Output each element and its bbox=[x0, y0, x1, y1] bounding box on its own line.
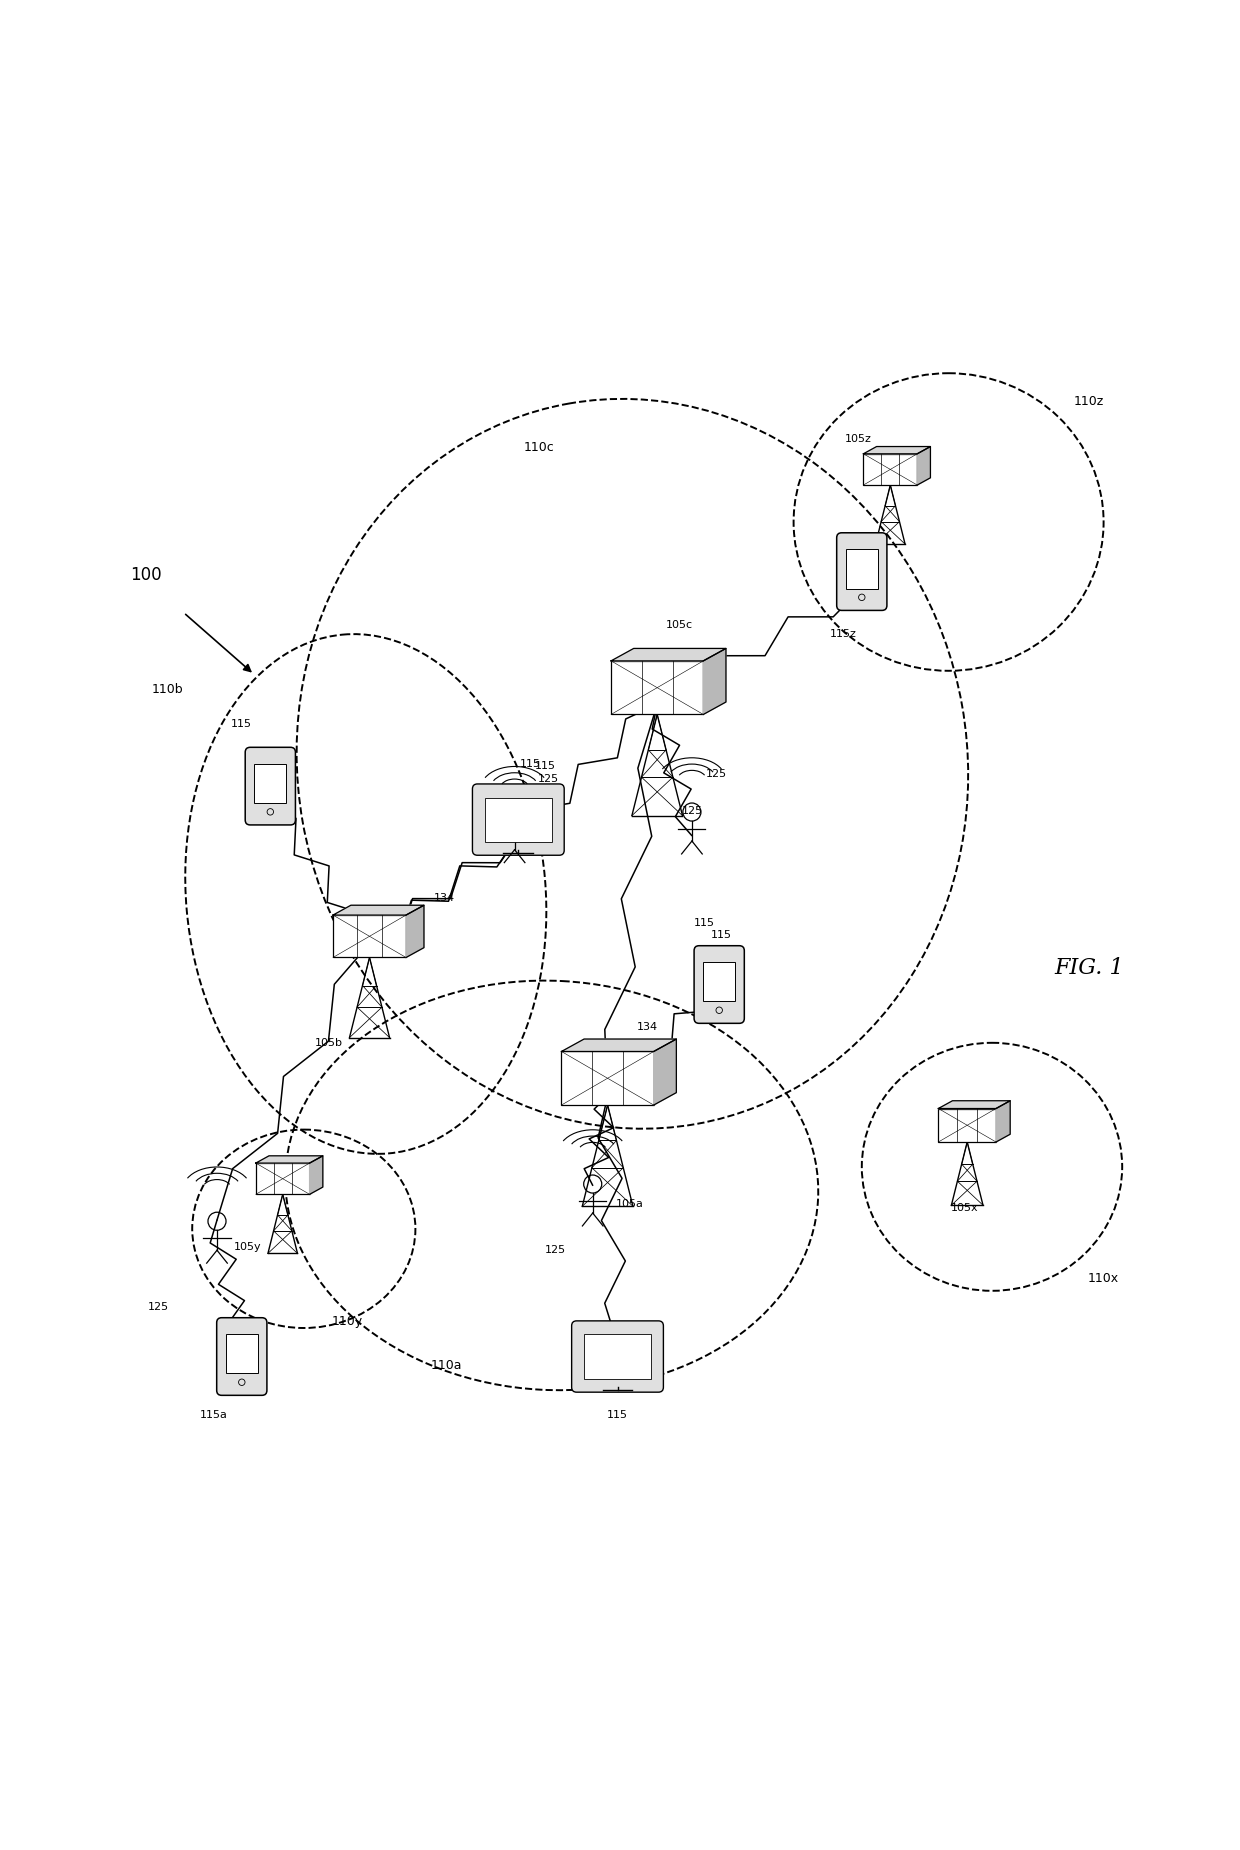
Text: 100: 100 bbox=[130, 566, 162, 585]
Polygon shape bbox=[863, 446, 930, 453]
Text: 115: 115 bbox=[712, 931, 732, 940]
Polygon shape bbox=[255, 1156, 322, 1164]
Bar bbox=[584, 1334, 651, 1378]
Text: 125: 125 bbox=[537, 773, 559, 784]
Bar bbox=[863, 453, 918, 485]
Text: 134: 134 bbox=[636, 1021, 658, 1032]
Polygon shape bbox=[310, 1156, 322, 1195]
Text: 110c: 110c bbox=[525, 440, 554, 453]
Text: 110x: 110x bbox=[1087, 1273, 1120, 1286]
Bar bbox=[611, 660, 703, 714]
Text: 134: 134 bbox=[433, 894, 455, 903]
Text: 115a: 115a bbox=[200, 1410, 227, 1419]
FancyBboxPatch shape bbox=[694, 945, 744, 1023]
Polygon shape bbox=[405, 905, 424, 958]
Bar bbox=[226, 1334, 258, 1373]
Polygon shape bbox=[918, 446, 930, 485]
Text: 115z: 115z bbox=[830, 629, 857, 638]
FancyBboxPatch shape bbox=[837, 533, 887, 610]
FancyBboxPatch shape bbox=[246, 747, 295, 825]
FancyBboxPatch shape bbox=[217, 1317, 267, 1395]
Text: 115: 115 bbox=[232, 720, 252, 729]
Bar bbox=[254, 764, 286, 803]
Text: 115: 115 bbox=[536, 762, 556, 771]
Text: 115: 115 bbox=[521, 758, 541, 770]
Bar bbox=[255, 1164, 310, 1195]
Polygon shape bbox=[996, 1101, 1011, 1141]
FancyBboxPatch shape bbox=[572, 1321, 663, 1393]
Text: 105z: 105z bbox=[844, 435, 872, 444]
Text: 115: 115 bbox=[694, 918, 714, 927]
Polygon shape bbox=[653, 1040, 676, 1104]
Polygon shape bbox=[939, 1101, 1011, 1108]
Text: 110y: 110y bbox=[331, 1315, 363, 1328]
Text: 105c: 105c bbox=[666, 620, 693, 629]
Text: 125: 125 bbox=[148, 1302, 170, 1312]
Bar bbox=[846, 549, 878, 588]
Text: 125: 125 bbox=[706, 770, 728, 779]
Text: 105y: 105y bbox=[234, 1243, 262, 1252]
Text: 105b: 105b bbox=[315, 1038, 342, 1047]
Bar bbox=[703, 962, 735, 1001]
Bar bbox=[562, 1051, 653, 1104]
Polygon shape bbox=[611, 649, 725, 660]
Text: 115: 115 bbox=[608, 1410, 627, 1419]
Polygon shape bbox=[703, 649, 725, 714]
Text: 105a: 105a bbox=[616, 1199, 644, 1210]
Text: 110a: 110a bbox=[430, 1358, 463, 1371]
Polygon shape bbox=[334, 905, 424, 916]
Text: FIG. 1: FIG. 1 bbox=[1054, 958, 1123, 979]
Bar bbox=[334, 916, 405, 958]
Text: 125: 125 bbox=[681, 807, 703, 816]
Bar bbox=[939, 1108, 996, 1141]
Bar bbox=[485, 797, 552, 842]
Polygon shape bbox=[562, 1040, 676, 1051]
Text: 110z: 110z bbox=[1074, 396, 1104, 409]
Text: 105x: 105x bbox=[951, 1202, 978, 1214]
FancyBboxPatch shape bbox=[472, 784, 564, 855]
Text: 125: 125 bbox=[544, 1245, 567, 1254]
Text: 110b: 110b bbox=[151, 683, 184, 696]
